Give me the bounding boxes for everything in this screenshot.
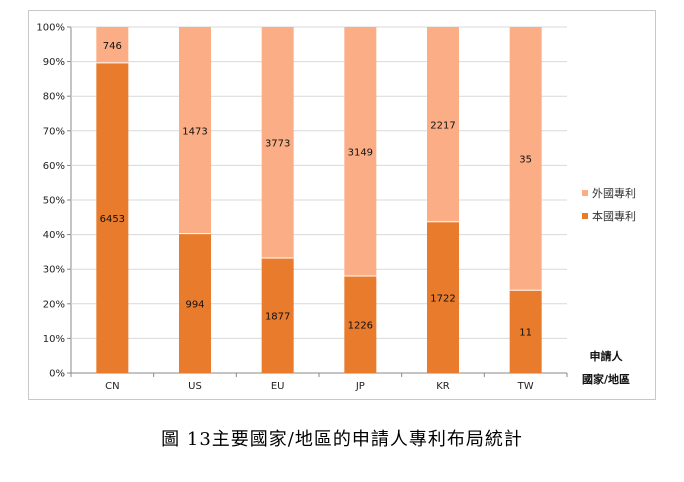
- grid-layer: 0% 10% 20% 30% 40% 50% 60% 70% 80% 90% 100%: [36, 23, 568, 380]
- bar-us-series-1: [179, 27, 211, 234]
- y-tick-label: 100%: [36, 23, 65, 34]
- data-label: 11: [519, 328, 532, 339]
- data-label: 2217: [430, 120, 455, 131]
- data-label: 1473: [182, 126, 207, 137]
- legend: 外國專利 本國專利: [582, 187, 636, 223]
- data-label: 35: [519, 155, 532, 166]
- bar-jp-series-1: [344, 27, 377, 277]
- data-label: 994: [185, 299, 204, 310]
- bar-kr-series-0: [427, 221, 459, 373]
- data-label: 746: [103, 41, 122, 52]
- y-tick-label: 30%: [43, 265, 65, 276]
- legend-swatch-foreign: [582, 190, 588, 196]
- y-tick-label: 50%: [43, 196, 65, 207]
- x-tick-label: US: [188, 381, 202, 392]
- legend-label-foreign: 外國專利: [592, 187, 636, 200]
- bar-jp-series-0: [344, 276, 377, 373]
- bar-eu-series-1: [261, 27, 294, 259]
- x-tick-label: TW: [517, 381, 534, 392]
- y-tick-label: 0%: [49, 369, 65, 380]
- bar-tw-series-1: [509, 27, 542, 291]
- y-tick-label: 40%: [43, 230, 65, 241]
- bar-cn-series-1: [96, 27, 129, 63]
- figure-caption: 圖 13主要國家/地區的申請人專利布局統計: [161, 429, 523, 450]
- x-tick-label: CN: [105, 381, 119, 392]
- data-label: 3149: [348, 148, 373, 159]
- bar-us-series-0: [179, 233, 211, 373]
- y-tick-label: 90%: [43, 57, 65, 68]
- bar-cn-series-0: [96, 62, 129, 373]
- legend-label-domestic: 本國專利: [592, 209, 636, 223]
- data-label: 1722: [430, 293, 455, 304]
- data-label: 1226: [348, 321, 373, 332]
- bar-tw-series-0: [509, 290, 542, 373]
- stacked-bar-chart: 0% 10% 20% 30% 40% 50% 60% 70% 80% 90% 100% 6453 74…: [36, 23, 636, 393]
- data-label: 3773: [265, 139, 290, 150]
- x-tick-label: KR: [436, 381, 450, 392]
- x-tick-label: JP: [355, 381, 365, 392]
- chart-frame: 0% 10% 20% 30% 40% 50% 60% 70% 80% 90% 100% 6453 74…: [28, 10, 656, 400]
- bar-eu-series-0: [261, 258, 294, 373]
- y-tick-label: 60%: [43, 161, 65, 172]
- x-tick-label: EU: [271, 381, 285, 392]
- y-tick-label: 70%: [43, 126, 65, 137]
- x-axis-title-line1: 申請人: [590, 349, 624, 363]
- y-tick-label: 80%: [43, 92, 65, 103]
- bars-layer: [96, 27, 542, 373]
- bar-kr-series-1: [427, 27, 459, 222]
- labels-layer: 6453 746 CN 994 1473 US 1877 3773 EU 1226 3149 JP 17…: [100, 41, 534, 392]
- y-tick-label: 20%: [43, 299, 65, 310]
- y-tick-label: 10%: [43, 334, 65, 345]
- data-label: 1877: [265, 312, 290, 323]
- x-axis-title-line2: 國家/地區: [582, 372, 630, 386]
- legend-swatch-domestic: [582, 213, 588, 219]
- data-label: 6453: [100, 214, 125, 225]
